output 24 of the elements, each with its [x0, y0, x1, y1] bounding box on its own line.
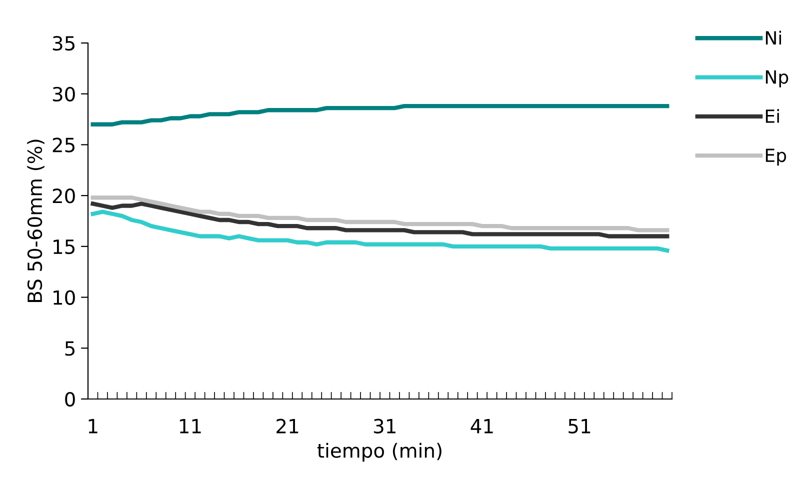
line-series	[90, 104, 670, 126]
x-tick-label: 21	[276, 418, 298, 434]
y-tick-label: 25	[52, 138, 74, 152]
y-tick-label: 10	[54, 290, 75, 305]
x-tick-label: 31	[374, 418, 396, 434]
x-tick-label: 51	[568, 419, 590, 434]
legend-label: Ei	[766, 109, 779, 123]
y-tick-label: 0	[65, 392, 75, 407]
x-tick-label: 1	[88, 419, 98, 434]
y-tick-label: 30	[52, 86, 75, 102]
y-tick-label: 20	[52, 188, 75, 204]
x-axis-title: tiempo (min)	[317, 442, 442, 462]
line-series	[90, 196, 670, 232]
line-series	[90, 202, 670, 238]
line-series	[90, 210, 670, 253]
y-tick-label: 5	[65, 341, 74, 356]
legend-label: Np	[766, 70, 788, 88]
x-tick-label: 11	[180, 419, 201, 434]
legend-label: Ep	[766, 148, 786, 166]
x-tick-label: 41	[470, 419, 493, 434]
legend-label: Ni	[766, 30, 782, 44]
y-axis-title: BS 50-60mm (%)	[27, 140, 44, 302]
y-tick-label: 15	[54, 240, 74, 254]
y-tick-label: 35	[52, 36, 74, 51]
